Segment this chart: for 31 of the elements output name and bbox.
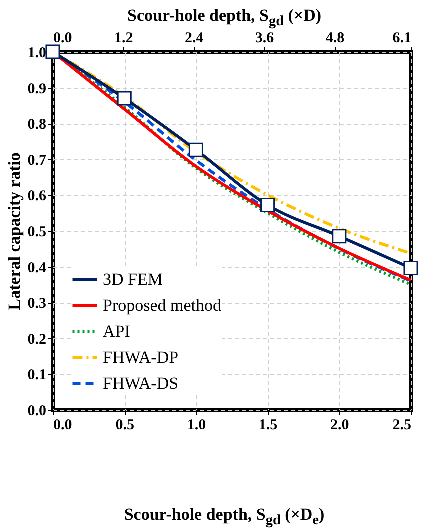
legend-label: Proposed method bbox=[103, 296, 222, 315]
x-tick-label: 2.0 bbox=[330, 418, 350, 434]
legend-label: FHWA-DP bbox=[103, 348, 179, 367]
y-tick-label: 0.6 bbox=[28, 188, 47, 205]
x-tick-label: 1.5 bbox=[258, 418, 278, 434]
y-tick-label: 0.3 bbox=[28, 296, 46, 312]
legend-label: 3D FEM bbox=[103, 270, 163, 289]
x2-axis-title: Scour-hole depth, S$_{gd}$ (×D) bbox=[126, 6, 323, 30]
legend-label: API bbox=[103, 322, 131, 341]
y-tick-label: 0.7 bbox=[28, 152, 47, 169]
x-tick-label: 0.5 bbox=[116, 418, 134, 434]
x2-tick-label: 6.1 bbox=[392, 30, 412, 46]
x-axis-title: Scour-hole depth, S$_{gd}$ (×D$_{e}$) bbox=[123, 505, 326, 530]
y-tick-label: 0.1 bbox=[28, 368, 46, 384]
legend-label: FHWA-DS bbox=[103, 374, 179, 393]
y-tick-label: 1.0 bbox=[28, 46, 46, 62]
y-tick-label: 0.0 bbox=[28, 404, 46, 420]
y-tick-label: 0.2 bbox=[28, 332, 46, 348]
y-tick-label: 0.9 bbox=[28, 81, 46, 98]
x2-tick-label: 0.0 bbox=[54, 30, 72, 46]
y-tick-label: 0.4 bbox=[28, 260, 47, 276]
x2-tick-label: 1.2 bbox=[114, 30, 134, 46]
y-tick-label: 0.5 bbox=[28, 224, 46, 240]
x2-tick-label: 2.4 bbox=[184, 30, 204, 46]
x2-tick-label: 4.8 bbox=[326, 30, 345, 46]
x-tick-label: 0.0 bbox=[54, 418, 72, 434]
y-axis-title: Lateral capacity ratio bbox=[4, 152, 24, 310]
x2-tick-label: 3.6 bbox=[255, 30, 275, 46]
y-tick-label: 0.8 bbox=[28, 117, 46, 134]
x-tick-label: 1.0 bbox=[187, 418, 206, 434]
x-tick-label: 2.5 bbox=[392, 418, 412, 434]
